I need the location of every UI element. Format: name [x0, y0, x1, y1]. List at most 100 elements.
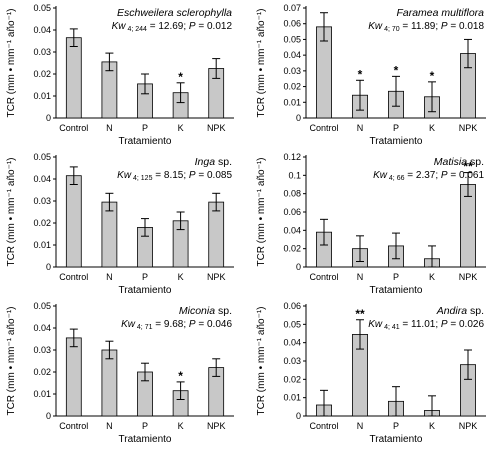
y-tick-label: 0.02 — [33, 367, 51, 377]
x-tick-label: P — [393, 123, 399, 133]
bar — [101, 201, 118, 268]
x-tick-label: NPK — [207, 123, 226, 133]
stat-p: P — [441, 319, 448, 330]
x-tick-label: P — [393, 421, 399, 431]
x-tick-label: N — [106, 272, 113, 282]
y-tick-label: 0.05 — [283, 34, 301, 44]
stat-p-value: = 0.026 — [448, 319, 485, 330]
y-axis-label: TCR (mm • mm⁻¹ año⁻¹) — [6, 157, 17, 266]
stat-value: = 8.15; — [152, 170, 188, 181]
stat-p-value: = 0.012 — [196, 21, 233, 32]
stat-df: 4; 71 — [135, 324, 153, 331]
stat-annotation: Kw 4; 125 = 8.15; P = 0.085 — [117, 170, 232, 182]
bar — [101, 349, 118, 417]
y-tick-label: 0.03 — [283, 356, 301, 366]
y-axis-label: TCR (mm • mm⁻¹ año⁻¹) — [256, 8, 267, 117]
stat-p-value: = 0.061 — [448, 170, 485, 181]
y-tick-label: 0.06 — [283, 19, 301, 29]
y-tick-label: 0.02 — [33, 218, 51, 228]
x-tick-label: Control — [309, 123, 338, 133]
y-tick-label: 0.02 — [283, 244, 301, 254]
stat-df: 4; 125 — [131, 175, 153, 182]
y-tick-label: 0.01 — [283, 393, 301, 403]
y-tick-label: 0 — [46, 262, 51, 272]
significance-mark: ** — [355, 307, 365, 321]
x-tick-label: K — [178, 123, 184, 133]
y-tick-label: 0.05 — [283, 319, 301, 329]
y-tick-label: 0.03 — [33, 196, 51, 206]
species-name: Eschweilera sclerophylla — [117, 7, 232, 19]
x-tick-label: K — [178, 421, 184, 431]
stat-kw: Kw — [112, 21, 127, 32]
x-tick-label: Control — [309, 272, 338, 282]
stat-value: = 12.69; — [147, 21, 189, 32]
y-tick-label: 0.05 — [33, 3, 51, 13]
x-tick-label: NPK — [459, 123, 478, 133]
stat-df: 4; 66 — [387, 175, 405, 182]
bar — [65, 337, 82, 417]
species-title: Andira sp. — [436, 305, 484, 317]
x-tick-label: N — [357, 123, 364, 133]
y-tick-label: 0 — [296, 411, 301, 421]
x-tick-label: K — [178, 272, 184, 282]
y-tick-label: 0.1 — [288, 170, 301, 180]
species-title: Inga sp. — [195, 156, 232, 168]
stat-annotation: Kw 4; 66 = 2.37; P = 0.061 — [373, 170, 484, 182]
species-name: Andira — [436, 305, 468, 317]
y-tick-label: 0.03 — [33, 345, 51, 355]
x-tick-label: NPK — [459, 272, 478, 282]
stat-value: = 11.01; — [400, 319, 441, 330]
y-axis-label: TCR (mm • mm⁻¹ año⁻¹) — [256, 306, 267, 415]
significance-mark: * — [178, 369, 183, 383]
x-axis-label: Tratamiento — [119, 434, 172, 445]
x-axis-label: Tratamiento — [370, 434, 423, 445]
y-tick-label: 0 — [46, 113, 51, 123]
y-tick-label: 0.02 — [283, 374, 301, 384]
significance-mark: * — [430, 69, 435, 83]
y-tick-label: 0.04 — [283, 225, 301, 235]
stat-value: = 11.89; — [400, 21, 441, 32]
stat-p-value: = 0.046 — [196, 319, 233, 330]
stat-annotation: Kw 4; 41 = 11.01; P = 0.026 — [368, 319, 484, 331]
x-axis-label: Tratamiento — [370, 285, 423, 296]
stat-kw: Kw — [368, 319, 383, 330]
species-suffix: sp. — [215, 305, 232, 317]
stat-p-value: = 0.085 — [196, 170, 233, 181]
x-tick-label: N — [106, 123, 113, 133]
stat-p: P — [441, 170, 448, 181]
stat-value: = 9.68; — [152, 319, 188, 330]
y-tick-label: 0.01 — [33, 240, 51, 250]
y-tick-label: 0.04 — [33, 25, 51, 35]
stat-p: P — [441, 21, 448, 32]
x-tick-label: NPK — [207, 421, 226, 431]
y-tick-label: 0 — [296, 113, 301, 123]
y-tick-label: 0.05 — [33, 152, 51, 162]
x-tick-label: K — [429, 272, 435, 282]
stat-p: P — [189, 170, 196, 181]
stat-value: = 2.37; — [404, 170, 440, 181]
stat-annotation: Kw 4; 244 = 12.69; P = 0.012 — [112, 21, 233, 33]
y-tick-label: 0.07 — [283, 3, 301, 13]
y-tick-label: 0.01 — [33, 389, 51, 399]
y-axis-label: TCR (mm • mm⁻¹ año⁻¹) — [6, 306, 17, 415]
x-tick-label: P — [142, 272, 148, 282]
y-tick-label: 0.06 — [283, 207, 301, 217]
species-suffix: sp. — [467, 305, 484, 317]
species-name: Faramea multiflora — [396, 7, 484, 19]
stat-kw: Kw — [121, 319, 136, 330]
x-tick-label: Control — [59, 421, 88, 431]
x-tick-label: P — [142, 123, 148, 133]
x-axis-label: Tratamiento — [370, 136, 423, 147]
y-tick-label: 0.05 — [33, 301, 51, 311]
species-name: Inga — [195, 156, 216, 168]
stat-p: P — [189, 21, 196, 32]
significance-mark: * — [358, 67, 363, 81]
x-tick-label: N — [357, 421, 364, 431]
species-title: Matisia sp. — [434, 156, 484, 168]
x-axis-label: Tratamiento — [119, 285, 172, 296]
stat-df: 4; 244 — [126, 26, 148, 33]
significance-mark: * — [178, 70, 183, 84]
x-tick-label: N — [357, 272, 364, 282]
x-tick-label: K — [429, 123, 435, 133]
y-tick-label: 0.02 — [33, 69, 51, 79]
